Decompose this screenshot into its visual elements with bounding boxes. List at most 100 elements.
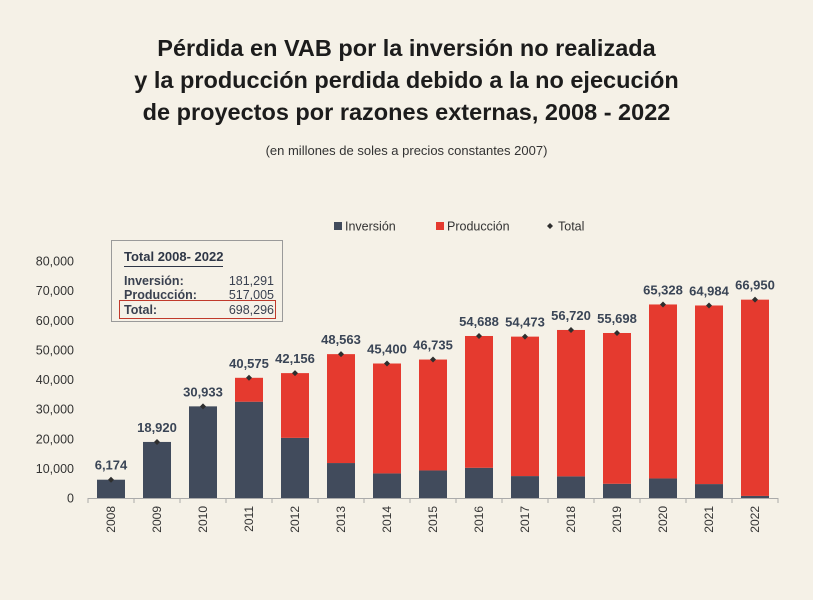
x-tick-label: 2015 (426, 506, 440, 533)
total-data-label: 6,174 (95, 458, 128, 473)
total-data-label: 64,984 (689, 283, 730, 298)
total-marker (430, 356, 436, 363)
y-tick-label: 60,000 (36, 314, 74, 328)
total-marker (154, 438, 160, 445)
total-data-label: 54,473 (505, 315, 545, 330)
legend-swatch-inversion (334, 222, 342, 230)
bar-inversion (373, 473, 401, 498)
total-data-label: 18,920 (137, 420, 177, 435)
total-data-label: 54,688 (459, 314, 499, 329)
bar-produccion (695, 305, 723, 485)
bar-produccion (419, 359, 447, 471)
bar-inversion (465, 467, 493, 498)
bar-produccion (557, 329, 585, 477)
bar-inversion (143, 441, 171, 498)
y-tick-label: 70,000 (36, 284, 74, 298)
bar-produccion (327, 354, 355, 464)
total-data-label: 45,400 (367, 342, 407, 357)
legend-label-total: Total (558, 220, 584, 234)
x-tick-label: 2011 (242, 506, 256, 532)
bar-produccion (649, 304, 677, 479)
x-tick-label: 2017 (518, 506, 532, 533)
summary-row-produccion: Producción: 517,005 (124, 288, 274, 302)
total-marker (384, 360, 390, 367)
y-tick-label: 10,000 (36, 462, 74, 476)
total-marker (246, 374, 252, 381)
total-data-label: 66,950 (735, 278, 775, 293)
summary-box-title: Total 2008- 2022 (124, 249, 224, 267)
title-line-1: Pérdida en VAB por la inversión no reali… (157, 35, 656, 61)
y-tick-label: 80,000 (36, 255, 74, 269)
bar-produccion (465, 335, 493, 468)
total-marker (614, 329, 620, 336)
total-data-label: 30,933 (183, 384, 223, 399)
x-tick-label: 2021 (702, 506, 716, 533)
chart-title: Pérdida en VAB por la inversión no reali… (0, 32, 813, 128)
bar-inversion (649, 478, 677, 498)
x-tick-label: 2018 (564, 506, 578, 533)
x-tick-label: 2010 (196, 506, 210, 533)
bar-inversion (327, 463, 355, 498)
bar-inversion (281, 437, 309, 498)
total-marker (476, 332, 482, 339)
total-marker (660, 301, 666, 308)
total-marker (752, 296, 758, 303)
total-data-label: 42,156 (275, 351, 315, 366)
bar-produccion (603, 332, 631, 484)
bar-inversion (557, 476, 585, 498)
x-tick-label: 2019 (610, 506, 624, 533)
chart-subtitle: (en millones de soles a precios constant… (265, 143, 548, 158)
bar-produccion (373, 363, 401, 474)
bar-inversion (741, 495, 769, 498)
bar-inversion (235, 401, 263, 498)
summary-label: Total: (124, 303, 158, 317)
x-tick-label: 2012 (288, 506, 302, 533)
bar-produccion (235, 377, 263, 402)
title-line-2: y la producción perdida debido a la no e… (134, 67, 679, 93)
total-data-label: 55,698 (597, 311, 637, 326)
summary-value: 698,296 (228, 303, 274, 317)
bar-produccion (741, 299, 769, 496)
x-tick-label: 2014 (380, 506, 394, 533)
total-data-label: 65,328 (643, 282, 683, 297)
total-marker (108, 476, 114, 483)
total-highlight-frame (119, 300, 276, 319)
y-tick-label: 30,000 (36, 403, 74, 417)
x-tick-label: 2013 (334, 506, 348, 533)
total-marker (522, 333, 528, 340)
summary-label: Inversión: (124, 274, 184, 288)
bar-inversion (97, 479, 125, 498)
y-tick-label: 20,000 (36, 432, 74, 446)
legend-label-produccion: Producción (447, 220, 510, 234)
total-marker (568, 326, 574, 333)
summary-row-total: Total: 698,296 (124, 303, 274, 317)
bar-inversion (419, 470, 447, 498)
total-marker (706, 302, 712, 309)
bar-produccion (511, 336, 539, 477)
bar-inversion (603, 483, 631, 498)
total-data-label: 40,575 (229, 356, 269, 371)
y-tick-label: 0 (67, 492, 74, 506)
title-line-3: de proyectos por razones externas, 2008 … (142, 99, 671, 125)
summary-row-inversion: Inversión: 181,291 (124, 274, 274, 288)
total-data-label: 48,563 (321, 332, 361, 347)
bar-inversion (695, 484, 723, 498)
total-data-label: 56,720 (551, 308, 591, 323)
legend-marker-total (547, 223, 553, 229)
summary-label: Producción: (124, 288, 197, 302)
total-marker (292, 370, 298, 377)
y-tick-label: 40,000 (36, 373, 74, 387)
y-tick-label: 50,000 (36, 343, 74, 357)
summary-value: 181,291 (228, 274, 274, 288)
total-data-label: 46,735 (413, 338, 453, 353)
x-tick-label: 2016 (472, 506, 486, 533)
x-tick-label: 2020 (656, 506, 670, 533)
bar-inversion (511, 476, 539, 498)
x-tick-label: 2008 (104, 506, 118, 533)
legend-swatch-produccion (436, 222, 444, 230)
x-tick-label: 2022 (748, 506, 762, 533)
legend-label-inversion: Inversión (345, 220, 396, 234)
summary-box: Total 2008- 2022 Inversión: 181,291 Prod… (111, 240, 283, 322)
total-marker (338, 351, 344, 358)
bar-produccion (281, 373, 309, 438)
